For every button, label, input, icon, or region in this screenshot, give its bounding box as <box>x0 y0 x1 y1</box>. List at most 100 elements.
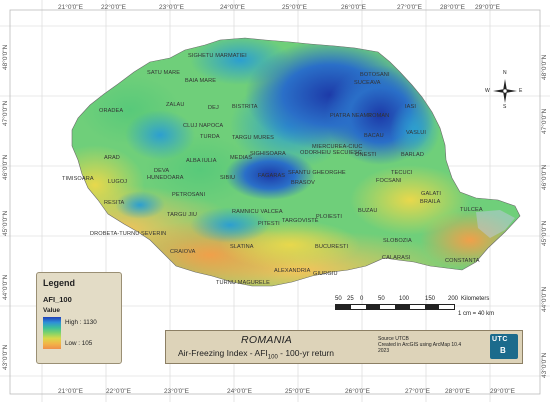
city-label: SIGHETU MARMATIEI <box>188 53 247 59</box>
lon-tick-top-5: 25°0'0"E <box>282 4 307 11</box>
source-line: Source UTCB <box>378 336 409 342</box>
city-label: BISTRITA <box>232 104 258 110</box>
compass-n: N <box>503 70 507 76</box>
city-label: ODORHEIU SECUIESC <box>300 150 362 156</box>
lon-tick-top-1: 21°0'0"E <box>58 4 83 11</box>
city-label: TARGU JIU <box>167 212 198 218</box>
scale-number: 150 <box>425 296 436 302</box>
city-label: ALBA IULIA <box>186 158 217 164</box>
legend-low-label: Low : 105 <box>65 340 93 347</box>
scale-number: 0 <box>360 296 364 302</box>
lat-tick-left-3: 46°0'0"N <box>2 154 9 180</box>
lat-tick-right-2: 47°0'0"N <box>541 108 548 134</box>
legend: Legend AFI_100 Value High : 1130 Low : 1… <box>36 272 122 364</box>
city-label: ALEXANDRIA <box>274 268 311 274</box>
city-label: TARGU MURES <box>232 135 275 141</box>
logo-text: B <box>500 346 506 355</box>
city-label: TECUCI <box>391 170 413 176</box>
lon-tick-bottom-1: 21°0'0"E <box>58 388 83 395</box>
map-country-title: ROMANIA <box>241 334 293 346</box>
city-label: CALARASI <box>382 255 411 261</box>
compass-w: W <box>485 88 490 94</box>
compass-s: S <box>503 104 507 110</box>
city-label: SLOBOZIA <box>383 238 412 244</box>
legend-high-label: High : 1130 <box>65 319 97 326</box>
lon-tick-top-3: 23°0'0"E <box>159 4 184 11</box>
city-label: BUCURESTI <box>315 244 349 250</box>
lat-tick-left-2: 47°0'0"N <box>2 100 9 126</box>
city-label: CLUJ NAPOCA <box>183 123 224 129</box>
lat-tick-right-4: 45°0'0"N <box>541 220 548 246</box>
lat-tick-left-1: 48°0'0"N <box>2 44 9 70</box>
city-label: GIURGIU <box>313 271 338 277</box>
city-label: SFANTU GHEORGHE <box>288 170 346 176</box>
city-label: BAIA MARE <box>185 78 217 84</box>
lat-tick-right-1: 48°0'0"N <box>541 54 548 80</box>
city-label: BRAILA <box>420 199 441 205</box>
danube-delta <box>476 210 515 238</box>
north-arrow-icon: N S E W <box>485 70 523 110</box>
lon-tick-top-7: 27°0'0"E <box>397 4 422 11</box>
title-block: ROMANIA Air-Freezing Index - AFI100 - 10… <box>165 330 523 364</box>
city-label: TURNU MAGURELE <box>216 280 270 286</box>
lon-tick-top-8: 28°0'0"E <box>440 4 465 11</box>
city-label: GALATI <box>421 191 442 197</box>
lon-tick-bottom-9: 29°0'0"E <box>490 388 515 395</box>
lon-tick-top-2: 22°0'0"E <box>101 4 126 11</box>
scale-number: 25 <box>347 296 354 302</box>
city-label: RAMNICU VALCEA <box>232 209 283 215</box>
lat-tick-left-6: 43°0'0"N <box>2 344 9 370</box>
lon-tick-bottom-2: 22°0'0"E <box>106 388 131 395</box>
lat-tick-left-4: 45°0'0"N <box>2 210 9 236</box>
scale-number: 200 <box>448 296 459 302</box>
city-label: MEDIAS <box>230 155 253 161</box>
city-label: SATU MARE <box>147 70 181 76</box>
city-label: ONESTI <box>355 152 377 158</box>
lon-tick-bottom-7: 27°0'0"E <box>405 388 430 395</box>
city-label: ROMAN <box>368 113 390 119</box>
city-label: SIGHISOARA <box>250 151 286 157</box>
compass-e: E <box>519 88 523 94</box>
city-label: BRASOV <box>291 180 315 186</box>
lat-tick-right-3: 46°0'0"N <box>541 164 548 190</box>
legend-layer-name: AFI_100 <box>43 295 72 304</box>
city-label: LUGOJ <box>108 179 128 185</box>
lon-tick-top-4: 24°0'0"E <box>220 4 245 11</box>
city-label: TULCEA <box>460 207 483 213</box>
map-subtitle-text: Air-Freezing Index - AFI <box>178 348 268 358</box>
scale-bar: 50 25 0 50 100 150 200 Kilometers <box>335 296 489 316</box>
city-label: ZALAU <box>166 102 185 108</box>
map-subtitle-tail: - 100-yr return <box>277 348 334 358</box>
city-label: DEJ <box>208 105 219 111</box>
lat-tick-left-5: 44°0'0"N <box>2 274 9 300</box>
city-label: SLATINA <box>230 244 254 250</box>
city-label: CRAIOVA <box>170 249 196 255</box>
lat-tick-right-6: 43°0'0"N <box>541 352 548 378</box>
city-label: FOCSANI <box>376 178 402 184</box>
city-label: RESITA <box>104 200 125 206</box>
lon-tick-bottom-8: 28°0'0"E <box>445 388 470 395</box>
scale-number: 50 <box>378 296 385 302</box>
map-subtitle-subscript: 100 <box>267 354 278 361</box>
city-label: BUZAU <box>358 208 378 214</box>
lon-tick-top-6: 26°0'0"E <box>341 4 366 11</box>
map-frame <box>9 9 541 395</box>
lon-tick-bottom-4: 24°0'0"E <box>227 388 252 395</box>
scale-number: 100 <box>399 296 410 302</box>
utcb-logo: UTC B <box>490 334 518 359</box>
city-label: MIERCUREA-CIUC <box>312 144 363 150</box>
city-label: BACAU <box>364 133 384 139</box>
city-label: PLOIESTI <box>316 214 342 220</box>
scale-number: 50 <box>335 296 342 302</box>
lon-tick-top-9: 29°0'0"E <box>475 4 500 11</box>
city-label: DROBETA-TURNU SEVERIN <box>90 231 167 237</box>
city-label: TARGOVISTE <box>282 218 319 224</box>
source-credit: Source UTCB Created in ArcGIS using ArcM… <box>378 336 483 354</box>
city-label: TURDA <box>200 134 220 140</box>
city-label: BARLAD <box>401 152 424 158</box>
city-label: IASI <box>405 104 416 110</box>
lon-tick-bottom-5: 25°0'0"E <box>285 388 310 395</box>
afi-raster <box>72 38 520 286</box>
